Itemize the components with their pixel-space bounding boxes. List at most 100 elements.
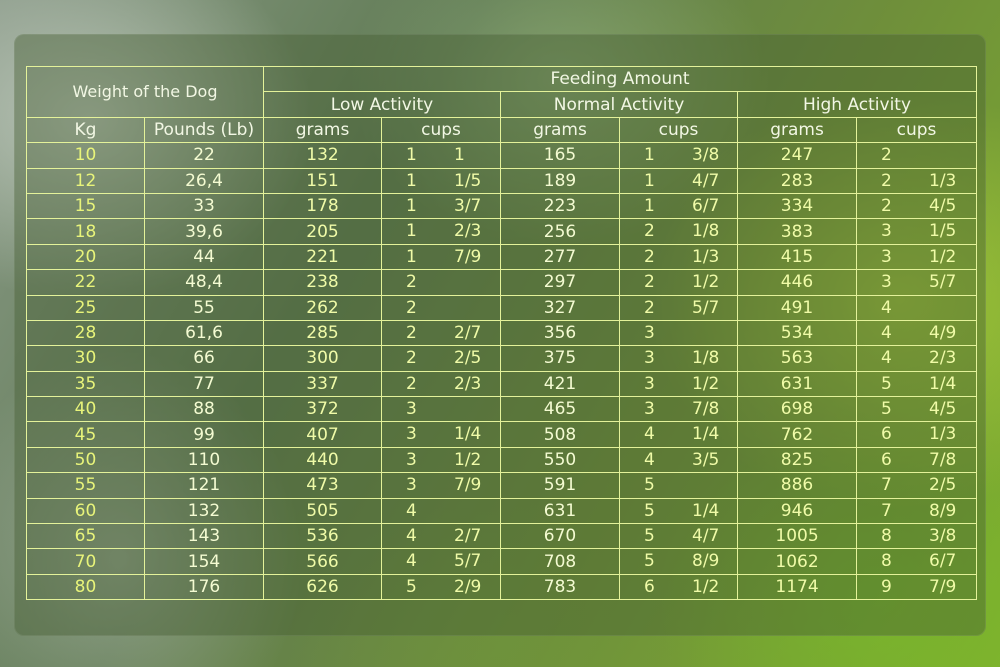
cups-fraction: 1/8 bbox=[692, 348, 720, 369]
low-activity-header: Low Activity bbox=[263, 91, 502, 118]
normal-grams-cell: 631 bbox=[500, 497, 621, 525]
table-row: 70 154 566 4 5/7 708 5 8/9 1062 8 6/7 bbox=[26, 548, 978, 575]
table-row: 22 48,4 238 2 297 2 1/2 446 3 5/7 bbox=[26, 269, 978, 296]
low-grams-cell: 407 bbox=[263, 421, 383, 448]
low-cups-cell: 3 bbox=[381, 396, 502, 423]
cups-whole: 5 bbox=[406, 576, 417, 597]
normal-cups-cell: 1 4/7 bbox=[619, 167, 739, 194]
normal-grams-cell: 327 bbox=[500, 294, 621, 321]
normal-cups-cell: 5 8/9 bbox=[619, 548, 739, 575]
pounds-cell: 55 bbox=[143, 294, 265, 321]
high-cups-cell: 3 1/2 bbox=[856, 243, 978, 271]
pounds-cell: 39,6 bbox=[143, 218, 265, 245]
pounds-cell: 61,6 bbox=[143, 319, 265, 347]
high-cups-cell: 2 bbox=[856, 142, 978, 169]
pounds-cell: 132 bbox=[143, 497, 265, 525]
cups-fraction: 2/7 bbox=[454, 526, 482, 547]
normal-grams-cell: 708 bbox=[500, 548, 621, 575]
high-grams-cell: 886 bbox=[737, 472, 858, 499]
cups-whole: 5 bbox=[644, 500, 655, 521]
cups-fraction: 1/3 bbox=[929, 424, 957, 445]
cups-fraction: 6/7 bbox=[929, 551, 957, 572]
cups-fraction: 4/7 bbox=[692, 526, 720, 547]
cups-whole: 2 bbox=[406, 272, 417, 293]
cups-fraction: 3/8 bbox=[929, 526, 957, 547]
cups-fraction: 5/7 bbox=[929, 272, 957, 293]
high-cups-cell: 5 1/4 bbox=[856, 370, 978, 398]
low-cups-cell: 3 1/2 bbox=[381, 446, 502, 474]
cups-fraction: 1/5 bbox=[454, 170, 482, 191]
kg-cell: 30 bbox=[26, 345, 145, 372]
high-grams-cell: 563 bbox=[737, 345, 858, 372]
normal-cups-cell: 3 1/2 bbox=[619, 370, 739, 398]
low-grams-cell: 221 bbox=[263, 243, 383, 271]
normal-grams-cell: 465 bbox=[500, 396, 621, 423]
cups-whole: 1 bbox=[644, 170, 655, 191]
cups-fraction: 7/9 bbox=[454, 246, 482, 267]
cups-whole: 2 bbox=[644, 221, 655, 242]
low-grams-cell: 505 bbox=[263, 497, 383, 525]
normal-grams-cell: 165 bbox=[500, 142, 621, 169]
high-cups-header: cups bbox=[856, 116, 978, 144]
high-grams-cell: 825 bbox=[737, 446, 858, 474]
low-cups-cell: 3 1/4 bbox=[381, 421, 502, 448]
normal-grams-cell: 356 bbox=[500, 319, 621, 347]
cups-fraction: 8/9 bbox=[692, 551, 720, 572]
low-grams-cell: 262 bbox=[263, 294, 383, 321]
cups-fraction: 1 bbox=[454, 145, 465, 166]
feeding-table: Weight of the Dog Feeding Amount Low Act… bbox=[25, 65, 978, 601]
high-grams-cell: 446 bbox=[737, 269, 858, 296]
kg-cell: 70 bbox=[26, 548, 145, 575]
table-row: 28 61,6 285 2 2/7 356 3 534 4 4/9 bbox=[26, 319, 978, 347]
normal-cups-cell: 2 1/2 bbox=[619, 269, 739, 296]
low-cups-cell: 1 3/7 bbox=[381, 192, 502, 220]
kg-cell: 55 bbox=[26, 472, 145, 499]
cups-whole: 2 bbox=[881, 195, 892, 216]
cups-fraction: 1/2 bbox=[929, 246, 957, 267]
cups-fraction: 1/3 bbox=[929, 170, 957, 191]
low-cups-cell: 2 2/3 bbox=[381, 370, 502, 398]
kg-cell: 20 bbox=[26, 243, 145, 271]
high-cups-cell: 8 3/8 bbox=[856, 523, 978, 550]
normal-cups-cell: 4 1/4 bbox=[619, 421, 739, 448]
cups-whole: 2 bbox=[644, 272, 655, 293]
low-grams-cell: 372 bbox=[263, 396, 383, 423]
low-grams-cell: 132 bbox=[263, 142, 383, 169]
low-grams-cell: 285 bbox=[263, 319, 383, 347]
cups-fraction: 7/9 bbox=[929, 576, 957, 597]
low-grams-cell: 536 bbox=[263, 523, 383, 550]
cups-whole: 4 bbox=[881, 348, 892, 369]
high-cups-cell: 3 5/7 bbox=[856, 269, 978, 296]
cups-fraction: 1/4 bbox=[454, 424, 482, 445]
normal-cups-cell: 1 6/7 bbox=[619, 192, 739, 220]
cups-fraction: 6/7 bbox=[692, 195, 720, 216]
cups-fraction: 1/2 bbox=[692, 576, 720, 597]
high-cups-cell: 2 1/3 bbox=[856, 167, 978, 194]
cups-fraction: 1/4 bbox=[929, 373, 957, 394]
low-grams-cell: 566 bbox=[263, 548, 383, 575]
normal-cups-cell: 2 1/3 bbox=[619, 243, 739, 271]
cups-fraction: 3/7 bbox=[454, 195, 482, 216]
low-grams-cell: 178 bbox=[263, 192, 383, 220]
high-cups-cell: 7 8/9 bbox=[856, 497, 978, 525]
high-cups-cell: 8 6/7 bbox=[856, 548, 978, 575]
normal-activity-header: Normal Activity bbox=[500, 91, 739, 118]
high-grams-cell: 334 bbox=[737, 192, 858, 220]
low-cups-cell: 1 7/9 bbox=[381, 243, 502, 271]
table-row: 10 22 132 1 1 165 1 3/8 247 2 bbox=[26, 142, 978, 169]
cups-fraction: 2/5 bbox=[454, 348, 482, 369]
pounds-cell: 99 bbox=[143, 421, 265, 448]
high-grams-cell: 698 bbox=[737, 396, 858, 423]
cups-fraction: 1/8 bbox=[692, 221, 720, 242]
cups-whole: 3 bbox=[881, 246, 892, 267]
weight-header: Weight of the Dog bbox=[25, 66, 265, 118]
cups-whole: 5 bbox=[644, 551, 655, 572]
cups-whole: 4 bbox=[644, 424, 655, 445]
normal-grams-cell: 256 bbox=[500, 218, 621, 245]
cups-whole: 9 bbox=[881, 576, 892, 597]
cups-whole: 1 bbox=[406, 145, 417, 166]
low-cups-cell: 1 1/5 bbox=[381, 167, 502, 194]
cups-whole: 3 bbox=[881, 221, 892, 242]
cups-whole: 5 bbox=[881, 399, 892, 420]
